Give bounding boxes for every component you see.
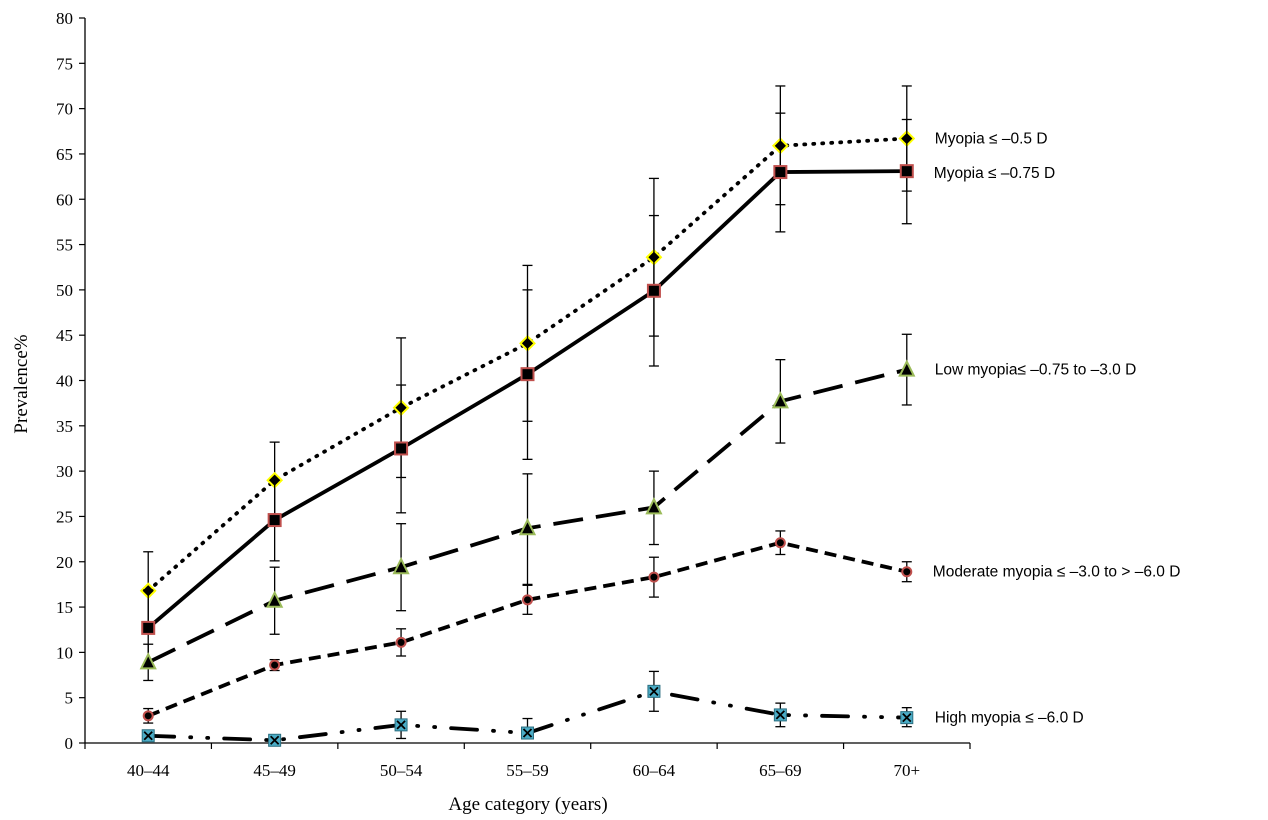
y-tick-label: 55 bbox=[56, 236, 73, 255]
x-tick-label: 45–49 bbox=[253, 761, 296, 780]
data-point-circle bbox=[901, 566, 913, 578]
x-tick-label: 50–54 bbox=[380, 761, 423, 780]
data-point-square bbox=[773, 165, 788, 180]
data-point-triangle bbox=[518, 517, 537, 536]
series-1: Myopia ≤ –0.75 D bbox=[141, 112, 1055, 666]
series-layer: Myopia ≤ –0.5 D Myopia ≤ –0.75 D Low myopi… bbox=[139, 85, 1181, 747]
data-point-x-mark bbox=[143, 731, 153, 741]
data-point-circle bbox=[648, 571, 660, 583]
data-point-triangle bbox=[771, 391, 789, 409]
y-tick-label: 40 bbox=[56, 372, 73, 391]
data-point-x-mark bbox=[396, 720, 406, 730]
data-point-triangle bbox=[392, 556, 410, 575]
y-tick-label: 15 bbox=[56, 598, 73, 617]
y-tick-label: 70 bbox=[56, 100, 73, 119]
y-tick-label: 80 bbox=[56, 9, 73, 28]
data-point-square bbox=[646, 283, 661, 298]
data-point-square bbox=[520, 367, 535, 382]
y-axis-title: Prevalence% bbox=[11, 334, 32, 433]
y-tick-label: 75 bbox=[56, 54, 73, 73]
series-4: High myopia ≤ –6.0 D bbox=[141, 670, 1084, 747]
data-point-circle bbox=[269, 659, 281, 671]
axes: 0 5 10 15 20 25 30 35 40 45 50 55 60 65 70 75 80 40–44 45–… bbox=[56, 9, 971, 780]
x-tick-label: 40–44 bbox=[127, 761, 170, 780]
data-point-square bbox=[394, 441, 409, 456]
y-tick-label: 60 bbox=[56, 190, 73, 209]
data-point-circle bbox=[142, 710, 154, 722]
data-point-square bbox=[267, 513, 282, 528]
data-point-circle bbox=[774, 537, 786, 549]
series-label: High myopia ≤ –6.0 D bbox=[935, 710, 1084, 727]
y-tick-label: 35 bbox=[56, 417, 73, 436]
data-point-triangle bbox=[139, 652, 157, 670]
series-label: Moderate myopia ≤ –3.0 to > –6.0 D bbox=[933, 564, 1181, 581]
series-2: Low myopia≤ –0.75 to –3.0 D bbox=[139, 333, 1137, 682]
y-tick-label: 25 bbox=[56, 507, 73, 526]
y-tick-label: 50 bbox=[56, 281, 73, 300]
y-tick-label: 20 bbox=[56, 553, 73, 572]
data-point-circle bbox=[522, 594, 533, 606]
x-tick-label: 70+ bbox=[893, 761, 920, 780]
y-tick-label: 30 bbox=[56, 462, 73, 481]
data-point-triangle bbox=[645, 497, 663, 515]
data-point-x-mark bbox=[270, 735, 280, 745]
y-tick-label: 10 bbox=[56, 643, 73, 662]
data-point-x-mark bbox=[522, 728, 533, 738]
x-tick-label: 55–59 bbox=[506, 761, 549, 780]
y-tick-label: 0 bbox=[65, 734, 74, 753]
y-tick-label: 45 bbox=[56, 326, 73, 345]
data-point-x-mark bbox=[902, 712, 912, 723]
x-tick-label: 65–69 bbox=[759, 761, 802, 780]
data-point-square bbox=[141, 620, 156, 635]
y-tick-label: 5 bbox=[65, 689, 74, 708]
data-point-square bbox=[899, 164, 914, 179]
data-point-triangle bbox=[266, 590, 284, 608]
series-3: Moderate myopia ≤ –3.0 to > –6.0 D bbox=[142, 530, 1181, 724]
data-point-triangle bbox=[898, 359, 916, 377]
series-label: Myopia ≤ –0.75 D bbox=[934, 165, 1055, 182]
data-point-x-mark bbox=[649, 686, 659, 696]
y-tick-label: 65 bbox=[56, 145, 73, 164]
x-axis-title: Age category (years) bbox=[448, 794, 607, 815]
series-label: Low myopia≤ –0.75 to –3.0 D bbox=[935, 362, 1137, 379]
data-point-circle bbox=[395, 636, 407, 648]
data-point-x-mark bbox=[775, 710, 785, 720]
series-label: Myopia ≤ –0.5 D bbox=[935, 131, 1048, 148]
x-tick-label: 60–64 bbox=[633, 761, 676, 780]
